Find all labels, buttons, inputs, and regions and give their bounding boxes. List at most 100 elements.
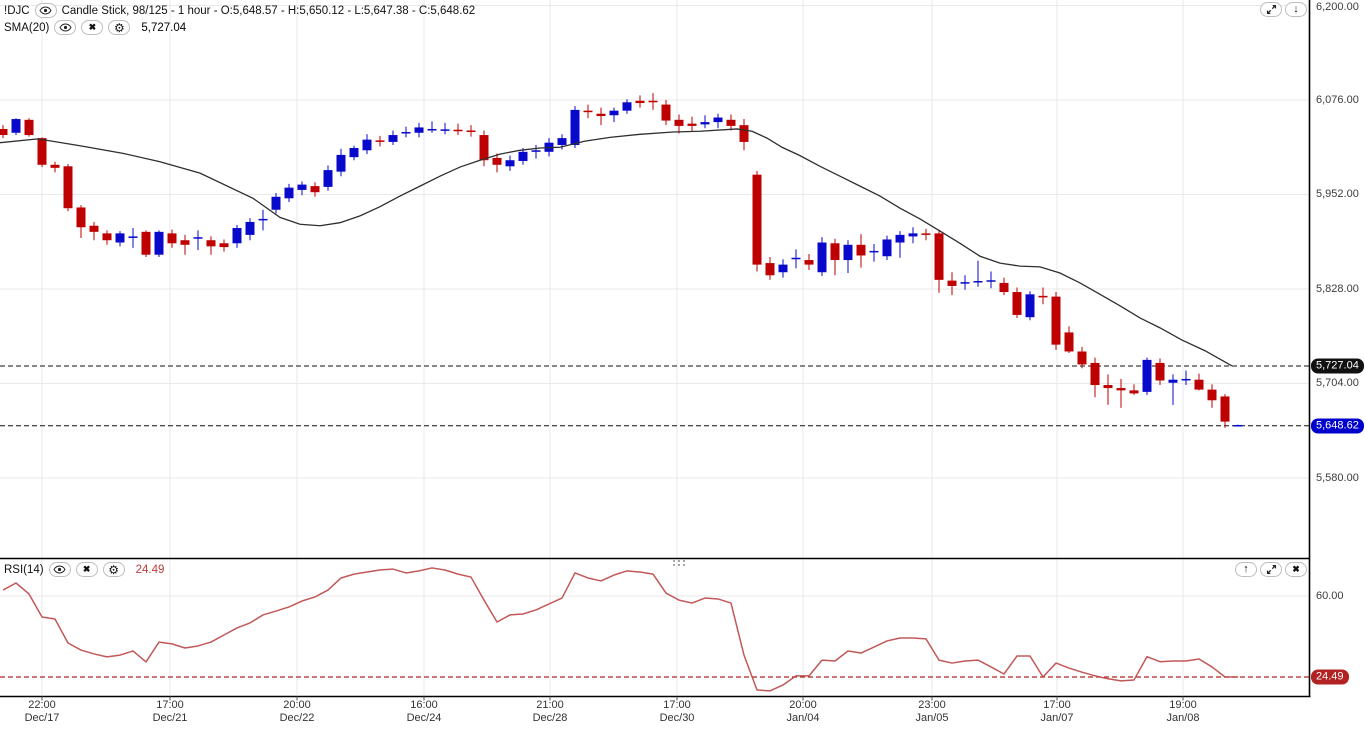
candle [973,281,983,283]
candle [466,130,476,133]
main-chart-buttons: ↓ [1260,2,1307,17]
candle [245,221,255,235]
candle [700,122,710,125]
time-tick-label: 20:00 [283,699,311,711]
candle [843,244,853,261]
candle [817,242,827,273]
rsi-label: RSI(14) [4,563,44,576]
grid-layer [0,0,1310,695]
rsi-settings-button[interactable]: ⚙ [102,562,125,577]
candle [89,225,99,232]
candle [1129,390,1139,394]
rsi-close-button[interactable]: ✖ [1285,562,1307,577]
rsi-panel-buttons: ↑ ✖ [1235,562,1307,577]
candle [856,244,866,256]
sma-line [0,128,1233,367]
drag-dots-icon [673,560,676,562]
candle [50,164,60,168]
rsi-legend: RSI(14) ✖ ⚙ 24.49 [4,562,164,577]
candle [999,282,1009,293]
candle [778,264,788,273]
sma-level-badge: 5,727.04 [1311,358,1364,374]
symbol-label: !DJC [4,4,30,17]
level-lines-layer [0,365,1310,678]
candle [258,218,268,221]
time-tick-label: 21:00 [536,699,564,711]
candle [986,280,996,282]
main-visibility-button[interactable] [34,3,57,18]
rsi-maximize-button[interactable] [1260,562,1282,577]
candle [76,207,86,228]
candle [1025,294,1035,318]
sma-visibility-button[interactable] [54,20,77,35]
candle [1142,359,1152,392]
rsi-line [2,567,1239,692]
candle [739,125,749,142]
x-axis-label: 19:00 Jan/08 [1166,699,1199,725]
candle [609,110,619,116]
candle [336,154,346,172]
gear-icon: ⚙ [108,562,119,577]
eye-icon [59,23,72,32]
x-axis-label: 20:00 Dec/22 [280,699,315,725]
sma-remove-button[interactable]: ✖ [81,20,104,35]
candle [752,174,762,265]
candle [362,139,372,151]
candle [570,109,580,145]
time-tick-label: 23:00 [918,699,946,711]
sma-label: SMA(20) [4,21,50,34]
candle [1051,296,1061,345]
candle [1038,295,1048,298]
candle [895,234,905,243]
candle [882,239,892,257]
candle [492,157,502,165]
x-icon: ✖ [82,564,91,574]
price-tick-label: 5,828.00 [1316,282,1359,295]
candle [1207,389,1217,401]
rsi-current-value: 24.49 [135,563,165,576]
candle [479,135,489,161]
price-tick-label: 5,704.00 [1316,377,1359,389]
candle [206,240,216,247]
candle [128,236,138,238]
candle [713,117,723,123]
panel-drag-handle[interactable] [672,559,686,567]
x-axis-label: 22:00 Dec/17 [25,699,60,725]
candles-layer [0,93,1243,428]
candle [908,233,918,237]
price-tick-label: 5,952.00 [1316,188,1359,200]
candle [375,140,385,142]
candle [960,282,970,284]
candle [765,263,775,276]
candle [11,119,21,133]
time-tick-label: 16:00 [410,699,438,711]
candle [167,233,177,244]
x-axis-label: 17:00 Dec/21 [153,699,188,725]
candle [0,128,8,136]
candle [427,128,437,131]
rsi-remove-button[interactable]: ✖ [75,562,98,577]
candle [687,123,697,126]
candle [1168,379,1178,383]
candle [1064,332,1074,352]
main-move-down-button[interactable]: ↓ [1285,2,1307,17]
x-icon: ✖ [1292,564,1300,574]
main-maximize-button[interactable] [1260,2,1282,17]
sma-settings-button[interactable]: ⚙ [108,20,131,35]
candle [622,102,632,111]
candle [414,127,424,133]
expand-icon [1266,4,1277,15]
candle [791,257,801,260]
sma-legend: SMA(20) ✖ ⚙ 5,727.04 [4,20,186,35]
rsi-move-up-button[interactable]: ↑ [1235,562,1257,577]
candle [401,132,411,134]
x-axis-label: 23:00 Jan/05 [915,699,948,725]
candle [37,138,47,165]
candle [635,100,645,104]
candle [453,129,463,132]
sma-layer [0,128,1233,367]
x-axis-label: 21:00 Dec/28 [533,699,568,725]
rsi-visibility-button[interactable] [48,562,71,577]
